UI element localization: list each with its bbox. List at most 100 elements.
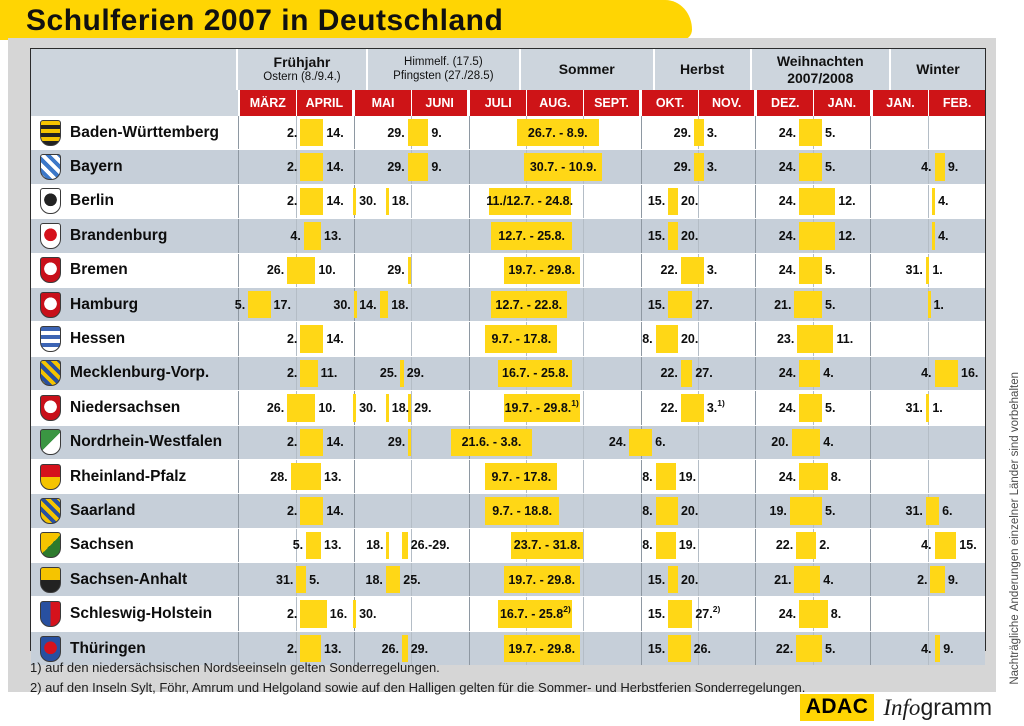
month-gridline <box>296 597 298 631</box>
date-label-end: 3. <box>706 125 718 140</box>
month-gridline <box>411 391 413 425</box>
footer-brand: ADAC Infogramm <box>799 694 992 721</box>
date-label-end: 27. <box>695 366 713 381</box>
coat-of-arms-icon <box>40 601 61 628</box>
month-header-5: AUG. <box>526 90 583 116</box>
holiday-bar <box>408 428 412 456</box>
date-label-start: 15. <box>647 194 666 209</box>
date-label-start: 31. <box>905 263 923 278</box>
state-row: Sachsen-Anhalt 31. 5. 18. 25. 19.7. - 29.8. 15… <box>31 562 985 597</box>
coat-of-arms-icon <box>40 222 61 249</box>
state-name: Mecklenburg-Vorp. <box>70 364 210 382</box>
holiday-bar <box>300 359 318 388</box>
holiday-timeline: 26. 10. 29. 19.7. - 29.8. 22. 3. 24. 5. 31. 1. <box>238 253 985 287</box>
holiday-bar <box>503 634 580 663</box>
date-label-start: 5. <box>234 297 246 312</box>
state-row: Sachsen 5. 13. 18. 26.-29. 23.7. - 31.8. 8. 19.… <box>31 527 985 563</box>
date-label-start: 22. <box>660 366 678 381</box>
month-gridline <box>927 528 929 563</box>
date-label-end: 4. <box>938 228 949 243</box>
date-label-start: 8. <box>642 503 653 518</box>
month-gridline <box>698 287 700 322</box>
month-gridline <box>296 528 298 563</box>
state-name: Sachsen <box>70 536 134 554</box>
holiday-bar <box>296 566 307 594</box>
month-gridline <box>698 631 700 666</box>
date-label-start: 29. <box>673 160 692 175</box>
holiday-bar <box>799 153 823 181</box>
month-gridline <box>755 219 757 253</box>
date-label-start: 24. <box>778 263 797 278</box>
month-gridline <box>468 253 470 287</box>
month-header-10: JAN. <box>813 90 870 116</box>
date-label-end: 12. <box>838 228 856 243</box>
holiday-bar <box>498 600 573 628</box>
season-group-himmelf-17-5-: Himmelf. (17.5) Pfingsten (27./28.5) <box>365 49 519 90</box>
holiday-bar <box>799 600 828 628</box>
holiday-bar <box>485 462 558 491</box>
date-label-end: 11. <box>320 366 338 381</box>
date-label-start: 2. <box>917 572 928 587</box>
season-group-subtitle: 2007/2008 <box>787 69 854 86</box>
date-label-start: 18. <box>365 572 383 587</box>
state-name-cell: Mecklenburg-Vorp. <box>31 357 238 390</box>
date-label-start: 29. <box>387 125 405 140</box>
month-gridline <box>698 425 700 459</box>
holiday-bar <box>300 600 327 628</box>
holiday-bar <box>400 359 404 388</box>
holiday-bar <box>300 119 324 147</box>
state-name-cell: Brandenburg <box>31 219 238 252</box>
coat-of-arms-icon <box>40 188 61 215</box>
date-label-start: 25. <box>379 366 398 381</box>
month-header-9: DEZ. <box>754 90 814 116</box>
month-gridline <box>927 219 929 253</box>
month-gridline <box>296 219 298 253</box>
date-label-start: 15. <box>647 607 666 622</box>
date-label-end: 25. <box>403 572 421 587</box>
holiday-timeline: 31. 5. 18. 25. 19.7. - 29.8. 15. 20. 21. 4. 2. 9. <box>238 563 985 597</box>
month-gridline <box>640 322 642 356</box>
holiday-bar <box>306 531 322 560</box>
date-label-start: 4. <box>921 641 932 656</box>
month-gridline <box>583 356 585 391</box>
holiday-bar <box>353 187 357 216</box>
holiday-bar <box>490 222 573 250</box>
date-label-end: 14. <box>326 125 344 140</box>
season-group-frühjahr: Frühjahr Ostern (8./9.4.) <box>238 49 366 90</box>
holiday-timeline: 2. 14. 30. 18. 11./12.7. - 24.8. 15. 20. 24. 12.… <box>238 184 985 219</box>
holiday-bar <box>385 394 389 422</box>
date-label-end: 20. <box>680 228 699 243</box>
state-name: Hessen <box>70 330 126 348</box>
state-name-cell: Sachsen-Anhalt <box>31 563 238 596</box>
date-label-start: 24. <box>778 160 797 175</box>
month-gridline <box>755 116 757 150</box>
date-label-end: 5. <box>825 400 836 415</box>
state-name: Schleswig-Holstein <box>70 605 213 623</box>
month-gridline <box>698 219 700 253</box>
holiday-timeline: 2. 14. 9.7. - 18.8. 8. 20. 19. 5. 31. 6. <box>238 494 985 528</box>
state-name-cell: Nordrhein-Westfalen <box>31 426 238 459</box>
state-row: Niedersachsen 26. 10. 30. 18. 29. 19.7. - 29.8… <box>31 390 985 425</box>
month-gridline <box>640 150 642 184</box>
page-title: Schulferien 2007 in Deutschland <box>26 4 504 37</box>
month-gridline <box>640 116 642 150</box>
month-gridline <box>411 253 413 287</box>
state-row: Hessen 2. 14. 9.7. - 17.8. 8. 20. 23. 11. <box>31 321 985 356</box>
month-gridline <box>296 631 298 666</box>
season-group-subtitle: Pfingsten (27./28.5) <box>393 69 494 82</box>
month-gridline <box>640 219 642 253</box>
season-group-herbst: Herbst <box>652 49 750 90</box>
season-group-subtitle: Ostern (8./9.4.) <box>263 70 341 83</box>
month-gridline <box>468 116 470 150</box>
month-gridline <box>927 563 929 597</box>
month-gridline <box>296 322 298 356</box>
month-corner-cell <box>31 90 238 116</box>
state-row: Thüringen 2. 13. 26. 29. 19.7. - 29.8. 15. 26. 2… <box>31 630 985 666</box>
holiday-bar <box>287 256 316 284</box>
state-row: Bayern 2. 14. 29. 9. 30.7. - 10.9. 29. 3. 24. 5. 4… <box>31 149 985 184</box>
state-row: Baden-Württemberg 2. 14. 29. 9. 26.7. - 8.9. 2… <box>31 116 985 150</box>
state-name: Rheinland-Pfalz <box>70 467 187 485</box>
holiday-bar <box>927 290 931 319</box>
month-gridline <box>468 150 470 184</box>
date-label-start: 2. <box>286 125 298 140</box>
